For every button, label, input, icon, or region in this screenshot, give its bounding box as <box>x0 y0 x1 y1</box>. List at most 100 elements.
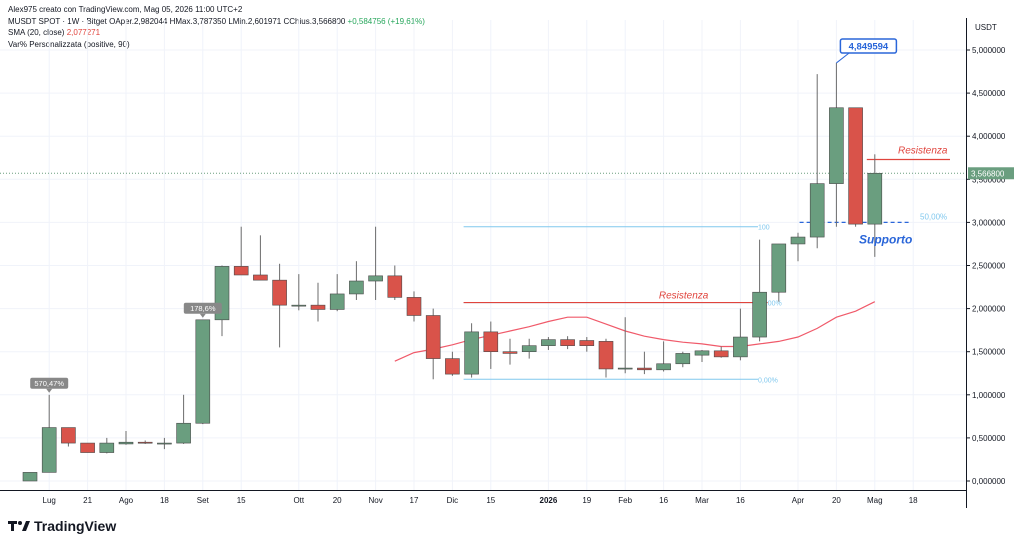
candle-body <box>560 339 575 346</box>
candle-body <box>752 291 767 338</box>
sma-row: SMA (20, close) 2,077271 <box>8 27 425 39</box>
candle-body <box>310 304 326 310</box>
candle-body <box>790 236 806 245</box>
candle-body <box>579 340 595 346</box>
candle-body <box>233 266 249 276</box>
candle-body <box>598 341 614 370</box>
x-tick-label: Apr <box>792 496 805 505</box>
x-tick-label: 16 <box>736 496 745 505</box>
x-tick-label: 20 <box>832 496 841 505</box>
x-tick-label: 19 <box>582 496 591 505</box>
candle-body <box>349 280 364 295</box>
y-tick-label: 3,500000 <box>972 175 1006 184</box>
symbol-label: MUSDT SPOT · 1W · Bitget <box>8 16 107 26</box>
y-tick-label: 4,500000 <box>972 89 1006 98</box>
candle-body <box>541 339 556 346</box>
x-tick-label: 18 <box>160 496 169 505</box>
candle-body <box>521 345 537 352</box>
chart-legend: Alex975 creato con TradingView.com, Mag … <box>8 4 425 50</box>
candle-body <box>22 472 38 482</box>
x-tick-label: 15 <box>237 496 246 505</box>
candle-body <box>329 293 345 310</box>
y-tick-label: 0,500000 <box>972 434 1006 443</box>
candle-body <box>637 367 652 371</box>
candle-body <box>445 358 460 375</box>
percent-badge-pointer <box>46 388 53 393</box>
tradingview-branding: TradingView <box>8 518 116 534</box>
y-tick-label: 1,500000 <box>972 348 1006 357</box>
percent-badge <box>30 377 69 389</box>
y-tick-label: 4,000000 <box>972 132 1006 141</box>
change-value: +0,584756 (+19,61%) <box>347 16 425 26</box>
candle-body <box>61 427 76 444</box>
sma-label: SMA (20, close) <box>8 28 65 37</box>
callout-pointer <box>836 51 851 64</box>
candle-body <box>483 331 499 352</box>
fib-level-label: 0,00% <box>758 377 778 384</box>
x-tick-label: 17 <box>410 496 419 505</box>
brand-name: TradingView <box>34 518 117 534</box>
x-tick-label: 21 <box>83 496 92 505</box>
candle-body <box>733 336 748 358</box>
y-tick-label: 5,000000 <box>972 46 1006 55</box>
percent-badge-pointer <box>199 313 206 318</box>
callout-box <box>839 38 898 54</box>
candle-body <box>176 422 191 444</box>
x-tick-label: 18 <box>909 496 918 505</box>
y-tick-label: 2,500000 <box>972 262 1006 271</box>
candle-body <box>464 331 479 375</box>
candle-body <box>656 363 671 371</box>
y-tick-label: 3,000000 <box>972 218 1006 227</box>
candle-body <box>406 297 422 316</box>
close-label: C <box>283 16 290 26</box>
callout-label: 4,849594 <box>849 42 889 53</box>
symbol-ohlc-row: MUSDT SPOT · 1W · Bitget OAper.2,982044 … <box>8 16 425 28</box>
tradingview-logo-icon <box>8 521 30 531</box>
x-tick-label: Nov <box>368 496 382 505</box>
candle-body <box>41 427 57 473</box>
x-tick-label: Mar <box>695 496 709 505</box>
y-tick-label: 1,000000 <box>972 391 1006 400</box>
candle-body <box>713 350 729 358</box>
x-tick-label: Mag <box>867 496 883 505</box>
x-tick-label: 16 <box>659 496 668 505</box>
x-tick-label: Feb <box>618 496 632 505</box>
support-label: Supporto <box>859 232 912 246</box>
last-price-tag <box>968 167 1014 180</box>
candle-body <box>291 304 307 307</box>
resistance-label: Resistenza <box>898 145 948 156</box>
high-value: Max.3,787350 <box>175 16 227 26</box>
candle-body <box>80 442 95 453</box>
percent-badge <box>183 302 222 314</box>
candle-body <box>867 172 883 225</box>
candle-body <box>195 319 211 424</box>
last-price-label: 3,566800 <box>971 169 1005 178</box>
sma-value: 2,077271 <box>66 28 101 37</box>
candle-body <box>272 279 287 306</box>
candle-body <box>118 441 134 445</box>
low-label: L <box>228 16 233 26</box>
candle-body <box>157 442 172 445</box>
close-value: Chius.3,566800 <box>289 16 346 26</box>
high-label: H <box>169 16 176 26</box>
candle-body <box>502 351 518 354</box>
y-tick-label: 2,000000 <box>972 305 1006 314</box>
open-label: O <box>109 16 116 26</box>
candle-body <box>137 441 153 444</box>
credit-text: Alex975 creato con TradingView.com, Mag … <box>8 5 243 14</box>
candle-body <box>425 315 441 359</box>
x-tick-label: 2026 <box>540 496 558 505</box>
low-value: Min.2,601971 <box>232 16 282 26</box>
percent-label: 570,47% <box>34 379 64 388</box>
resistance-label: Resistenza <box>659 291 709 302</box>
candle-body <box>675 353 691 365</box>
x-tick-label: Lug <box>43 496 56 505</box>
fib-right-label: 50,00% <box>920 212 947 221</box>
percent-label: 178,6% <box>190 304 216 313</box>
candle-body <box>368 275 383 282</box>
candle-body <box>99 442 115 453</box>
candle-body <box>694 350 710 356</box>
x-tick-label: 20 <box>333 496 342 505</box>
x-tick-label: Set <box>197 496 210 505</box>
